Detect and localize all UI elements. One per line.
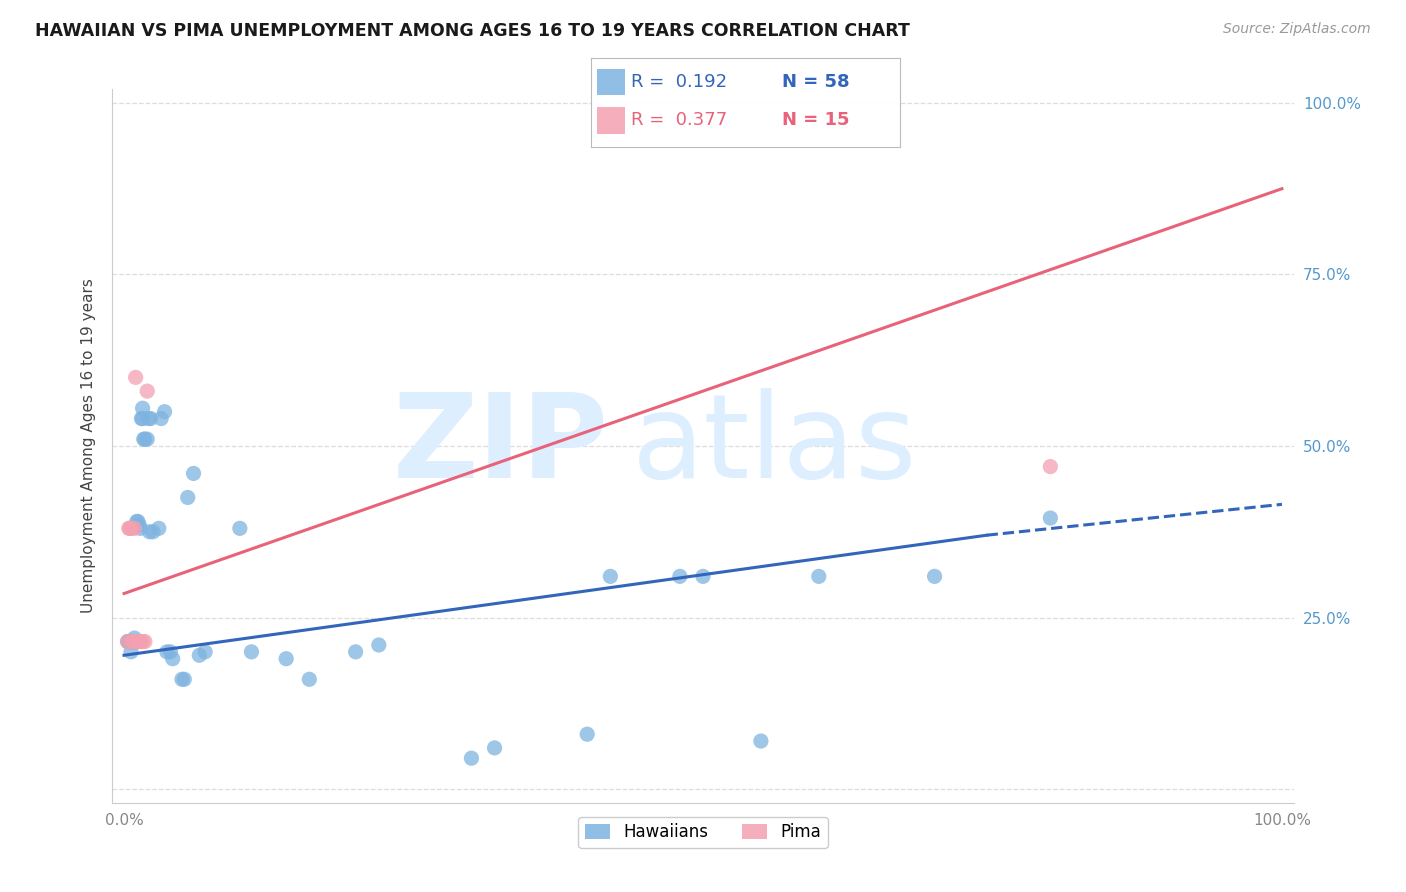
Bar [596,69,624,95]
Point [136,432,159,446]
Point [576,727,599,741]
Point [148,521,170,535]
Point [138,411,160,425]
Point [118,634,141,648]
Point [159,645,181,659]
Text: N = 58: N = 58 [782,73,849,91]
Point [129,521,152,535]
Point [692,569,714,583]
Point [124,634,146,648]
Point [162,651,184,665]
Text: ZIP: ZIP [392,389,609,503]
Point [120,634,142,648]
Point [183,467,205,481]
Point [298,673,321,687]
Point [125,634,148,648]
Point [131,411,153,425]
Point [129,634,152,648]
Point [173,673,195,687]
Point [122,634,145,648]
Point [131,401,153,416]
Point [599,569,621,583]
Point [122,634,145,648]
Point [367,638,389,652]
Point [188,648,211,663]
Point [807,569,830,583]
Point [1039,511,1062,525]
Text: R =  0.192: R = 0.192 [631,73,727,91]
Point [669,569,692,583]
Point [120,645,142,659]
Point [924,569,946,583]
Point [138,524,160,539]
Point [749,734,772,748]
Point [124,631,146,645]
Point [134,634,156,648]
Point [117,634,139,648]
Bar [596,107,624,134]
Point [124,634,146,648]
Point [125,515,148,529]
Point [121,634,143,648]
Point [177,491,200,505]
Point [121,634,143,648]
Point [127,515,149,529]
Point [117,634,139,648]
Point [118,521,141,535]
Point [124,370,146,384]
Point [132,432,155,446]
Point [1039,459,1062,474]
Point [127,634,149,648]
Point [131,411,153,425]
Point [122,634,145,648]
Point [136,384,159,398]
Point [118,634,141,648]
Point [118,521,141,535]
Point [153,405,176,419]
Y-axis label: Unemployment Among Ages 16 to 19 years: Unemployment Among Ages 16 to 19 years [80,278,96,614]
Point [121,634,143,648]
Point [124,521,146,535]
Point [139,411,162,425]
Point [120,634,142,648]
Point [118,634,141,648]
Point [120,521,142,535]
Point [142,524,165,539]
Point [194,645,217,659]
Point [170,673,193,687]
Point [121,634,143,648]
Point [128,517,150,532]
Text: N = 15: N = 15 [782,112,849,129]
Point [460,751,482,765]
Legend: Hawaiians, Pima: Hawaiians, Pima [578,817,828,848]
Text: Source: ZipAtlas.com: Source: ZipAtlas.com [1223,22,1371,37]
Point [484,740,506,755]
Point [344,645,367,659]
Point [131,634,153,648]
Point [240,645,263,659]
Point [150,411,173,425]
Point [134,432,156,446]
Point [276,651,298,665]
Point [156,645,179,659]
Text: R =  0.377: R = 0.377 [631,112,727,129]
Point [229,521,252,535]
Text: atlas: atlas [633,389,918,503]
Point [124,634,146,648]
Text: HAWAIIAN VS PIMA UNEMPLOYMENT AMONG AGES 16 TO 19 YEARS CORRELATION CHART: HAWAIIAN VS PIMA UNEMPLOYMENT AMONG AGES… [35,22,910,40]
